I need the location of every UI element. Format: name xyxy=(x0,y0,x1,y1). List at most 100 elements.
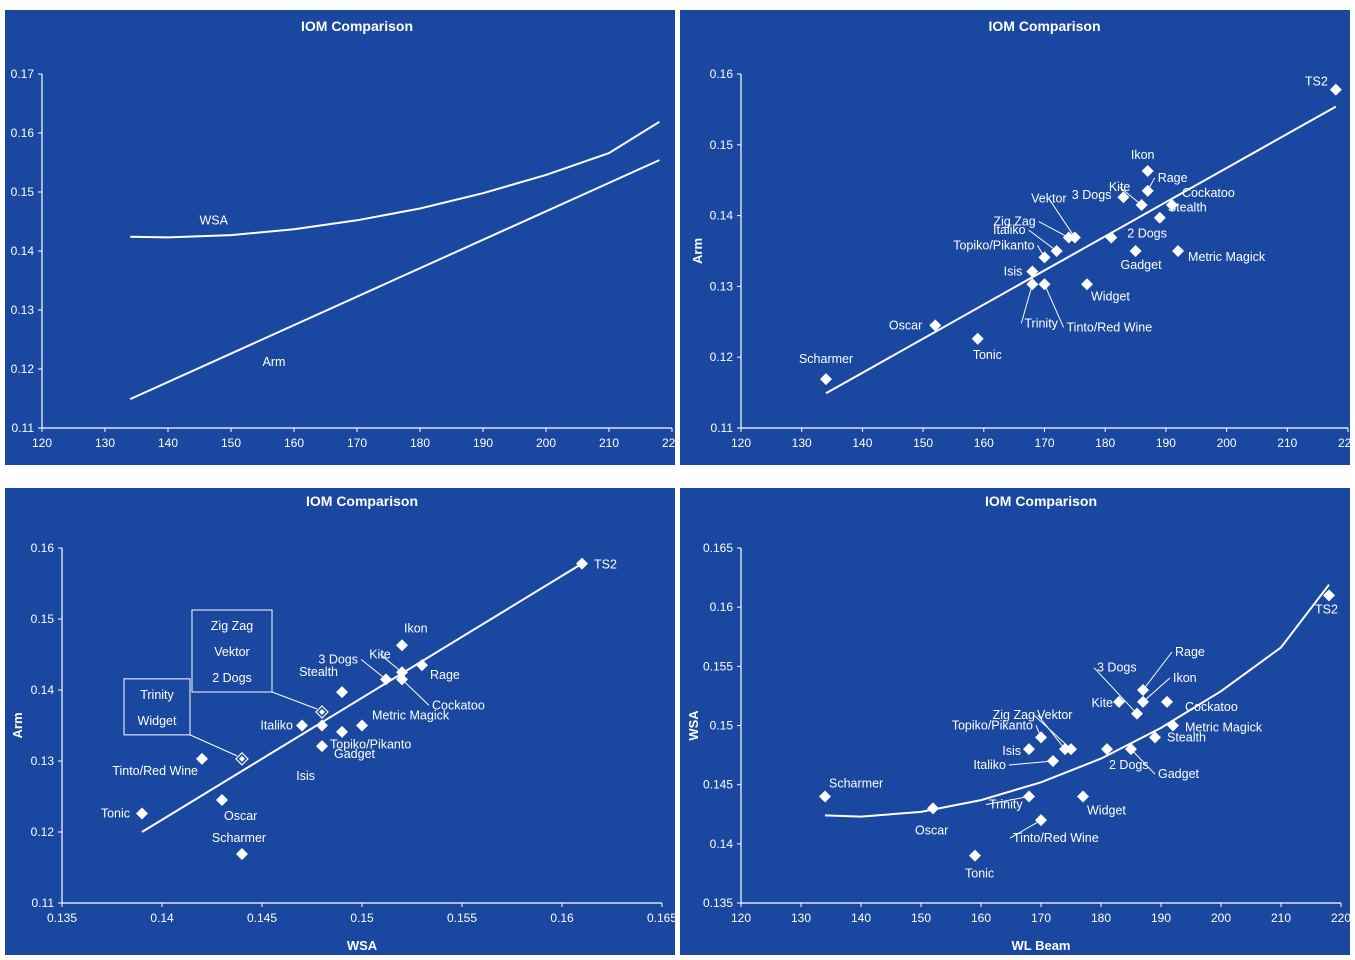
chart-4-point-stealth xyxy=(1149,731,1161,744)
chart-2-label-topiko-pikanto: Topiko/Pikanto xyxy=(953,238,1034,252)
chart-1-x-tick-label: 120 xyxy=(32,436,52,450)
chart-4-panel xyxy=(680,488,1350,955)
chart-3-point-stealth xyxy=(336,686,348,699)
chart-2-leader-topiko-pikanto xyxy=(1037,245,1045,258)
chart-2-y-tick-label: 0.13 xyxy=(710,279,734,293)
chart-2-panel xyxy=(680,10,1350,465)
chart-3-x-tick-label: 0.165 xyxy=(647,911,677,925)
chart-2-label-rage: Rage xyxy=(1158,171,1188,185)
chart-3-label-vektor: Vektor xyxy=(214,645,249,659)
chart-2-x-tick-label: 170 xyxy=(1034,436,1054,450)
chart-2-point-ikon xyxy=(1141,164,1154,177)
chart-1-y-tick-label: 0.13 xyxy=(11,303,35,317)
chart-3-group-box-2 xyxy=(123,678,191,736)
chart-2-x-tick-label: 120 xyxy=(731,436,751,450)
chart-2-x-tick-label: 130 xyxy=(792,436,812,450)
chart-2-y-tick-label: 0.16 xyxy=(710,67,734,81)
chart-4-x-tick-label: 200 xyxy=(1211,911,1231,925)
chart-4-label-scharmer: Scharmer xyxy=(829,777,883,791)
chart-2-label-italiko: Italiko xyxy=(993,223,1026,237)
chart-2-y-axis-label: Arm xyxy=(690,238,705,264)
chart-2-point-2-dogs xyxy=(1105,231,1118,244)
chart-2-x-tick-label: 140 xyxy=(852,436,872,450)
chart-3-label-rage: Rage xyxy=(430,668,460,682)
chart-4-point-metric-magick xyxy=(1167,719,1179,732)
chart-3-leader-3-dogs xyxy=(360,658,387,680)
chart-3-x-tick-label: 0.16 xyxy=(550,911,574,925)
chart-3-point-ts2 xyxy=(576,557,588,570)
chart-3-x-tick-label: 0.14 xyxy=(150,911,174,925)
chart-4-leader-zig-zag xyxy=(1037,714,1066,750)
chart-4-label-gadget: Gadget xyxy=(1158,767,1200,781)
chart-1-y-tick-label: 0.14 xyxy=(11,244,35,258)
chart-2-label-gadget: Gadget xyxy=(1121,258,1163,272)
chart-3-label-scharmer: Scharmer xyxy=(212,831,266,845)
chart-4-y-tick-label: 0.145 xyxy=(703,778,733,792)
chart-2-label-kite: Kite xyxy=(1109,180,1131,194)
chart-4-label-ikon: Ikon xyxy=(1173,671,1197,685)
chart-2-leader-tinto-red-wine xyxy=(1044,284,1064,328)
chart-2-label-ikon: Ikon xyxy=(1131,148,1155,162)
chart-3-group-leader-1 xyxy=(271,691,318,710)
chart-3-y-tick-label: 0.16 xyxy=(31,541,55,555)
chart-4-label-ts2: TS2 xyxy=(1315,602,1338,616)
chart-2-label-2-dogs: 2 Dogs xyxy=(1127,227,1167,241)
chart-2-x-axis-label: WL Beam xyxy=(1015,462,1074,477)
chart-3-group-leader-2 xyxy=(189,734,238,757)
chart-1-x-tick-label: 190 xyxy=(473,436,493,450)
chart-4-label-zig-zag: Zig Zag xyxy=(993,708,1035,722)
chart-3-y-axis-label: Arm xyxy=(10,712,25,738)
chart-2-leader-zig-zag xyxy=(1038,221,1070,238)
chart-1-y-tick-label: 0.17 xyxy=(11,67,35,81)
chart-2-x-tick-label: 220 xyxy=(1338,436,1355,450)
chart-2-y-tick-label: 0.11 xyxy=(711,421,734,435)
chart-4-label-vektor: Vektor xyxy=(1037,708,1072,722)
chart-3-x-tick-label: 0.15 xyxy=(350,911,374,925)
chart-4-title: IOM Comparison xyxy=(985,493,1097,509)
chart-2-label-tonic: Tonic xyxy=(973,348,1002,362)
chart-4-y-tick-label: 0.15 xyxy=(710,719,734,733)
chart-4-label-topiko-pikanto: Topiko/Pikanto xyxy=(952,718,1033,732)
chart-3-x-axis-label: WSA xyxy=(347,938,378,953)
chart-1-series-arm xyxy=(129,159,660,401)
chart-4-leader-rage xyxy=(1142,651,1173,691)
chart-4-point-kite xyxy=(1113,695,1125,708)
chart-2-x-tick-label: 190 xyxy=(1156,436,1176,450)
chart-3-x-tick-label: 0.155 xyxy=(447,911,477,925)
chart-1-y-tick-label: 0.15 xyxy=(11,185,35,199)
chart-4-point-isis xyxy=(1023,743,1035,756)
chart-3-y-tick-label: 0.13 xyxy=(31,754,55,768)
chart-3-leader-kite xyxy=(379,653,403,673)
chart-3-point-tinto-red-wine xyxy=(196,752,208,765)
chart-4-point-oscar xyxy=(927,802,939,815)
chart-4-leader-gadget xyxy=(1130,748,1156,775)
chart-3-label-2-dogs: 2 Dogs xyxy=(212,671,252,685)
chart-4-point-scharmer xyxy=(819,790,831,803)
chart-1-x-tick-label: 160 xyxy=(284,436,304,450)
chart-3-point-scharmer xyxy=(236,848,248,861)
chart-2-label-ts2: TS2 xyxy=(1305,75,1328,89)
chart-2-x-tick-label: 150 xyxy=(913,436,933,450)
chart-3-label-italiko: Italiko xyxy=(260,719,293,733)
chart-3-y-tick-label: 0.15 xyxy=(31,612,55,626)
chart-1-y-tick-label: 0.16 xyxy=(11,126,35,140)
chart-4-x-tick-label: 130 xyxy=(791,911,811,925)
chart-4-leader-ikon xyxy=(1142,677,1171,703)
chart-3-point-rage xyxy=(416,659,428,672)
chart-4-x-tick-label: 150 xyxy=(911,911,931,925)
chart-4-x-tick-label: 170 xyxy=(1031,911,1051,925)
chart-4-label-3-dogs: 3 Dogs xyxy=(1097,661,1137,675)
chart-3-y-tick-label: 0.12 xyxy=(31,825,55,839)
chart-4-label-2-dogs: 2 Dogs xyxy=(1109,758,1149,772)
chart-4-y-tick-label: 0.135 xyxy=(703,896,733,910)
chart-4-label-isis: Isis xyxy=(1002,744,1021,758)
chart-2-leader-vektor xyxy=(1048,198,1076,238)
chart-3-point-ikon xyxy=(396,639,408,652)
chart-3-group-point-core-2 xyxy=(239,755,245,762)
chart-2-point-stealth xyxy=(1153,211,1166,224)
chart-2-label-metric-magick: Metric Magick xyxy=(1188,250,1266,264)
chart-3-label-oscar: Oscar xyxy=(224,809,257,823)
chart-2-label-scharmer: Scharmer xyxy=(799,352,853,366)
chart-3-label-ikon: Ikon xyxy=(404,621,428,635)
